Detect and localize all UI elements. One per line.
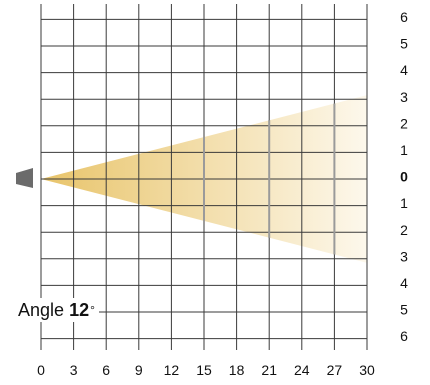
y-axis-ticks: 6 5 4 3 2 1 0 1 2 3 4 5 6 (392, 7, 416, 346)
x-tick-label: 0 (37, 362, 45, 378)
x-tick-label: 12 (164, 362, 180, 378)
x-tick-label: 15 (196, 362, 212, 378)
y-tick-label: 5 (400, 36, 408, 52)
y-tick-label: 1 (400, 195, 408, 211)
x-tick-label: 6 (102, 362, 110, 378)
x-tick-label: 27 (327, 362, 343, 378)
y-tick-label: 1 (400, 142, 408, 158)
x-tick-label: 3 (70, 362, 78, 378)
lamp-icon (16, 168, 33, 188)
angle-label-text: Angle (18, 300, 64, 320)
y-tick-label: 4 (400, 275, 408, 291)
y-tick-label: 4 (400, 62, 408, 78)
x-tick-label: 30 (359, 362, 375, 378)
angle-label: Angle 12° (18, 298, 99, 322)
y-tick-label: 6 (400, 9, 408, 25)
y-tick-label: 6 (400, 328, 408, 344)
y-tick-label: 5 (400, 302, 408, 318)
x-tick-label: 18 (229, 362, 245, 378)
y-tick-label: 3 (400, 89, 408, 105)
x-tick-label: 9 (135, 362, 143, 378)
angle-value: 12 (69, 300, 89, 320)
y-tick-label: 0 (400, 169, 408, 185)
x-tick-label: 21 (261, 362, 277, 378)
y-tick-label: 3 (400, 248, 408, 264)
y-tick-label: 2 (400, 222, 408, 238)
angle-unit: ° (90, 303, 95, 317)
y-tick-label: 2 (400, 115, 408, 131)
x-axis-ticks: 0 3 6 9 12 15 18 21 24 27 30 (37, 362, 375, 378)
x-tick-label: 24 (294, 362, 310, 378)
